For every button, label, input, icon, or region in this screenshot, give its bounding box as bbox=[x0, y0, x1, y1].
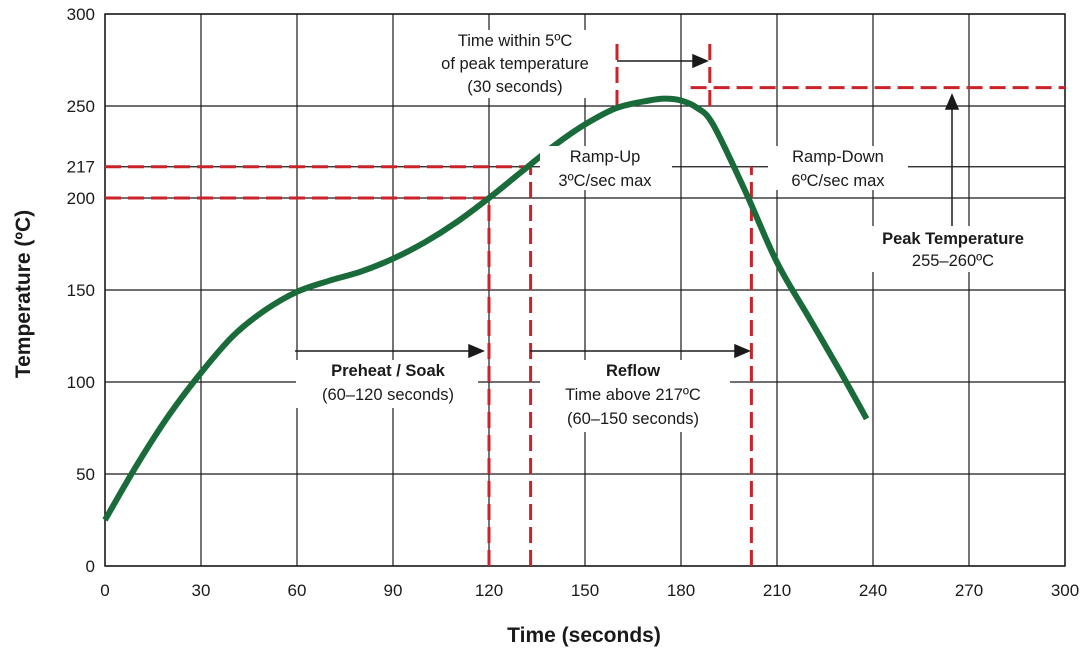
y-axis-title: Temperature (ºC) bbox=[12, 210, 35, 378]
time-within-line-3: (30 seconds) bbox=[467, 78, 562, 96]
plot-frame bbox=[104, 13, 1066, 567]
preheat-arrow bbox=[295, 343, 485, 359]
x-tick-label: 0 bbox=[100, 581, 109, 600]
annotation-backgrounds bbox=[296, 30, 1051, 432]
time-within-line-1: Time within 5ºC bbox=[458, 32, 573, 50]
x-tick-label: 30 bbox=[192, 581, 211, 600]
ramp-down-line-2: 6ºC/sec max bbox=[791, 172, 885, 190]
x-tick-label: 240 bbox=[859, 581, 887, 600]
x-tick-label: 180 bbox=[667, 581, 695, 600]
time-within-line-2: of peak temperature bbox=[441, 55, 589, 73]
peak-arrow bbox=[944, 93, 960, 226]
peak-detail: 255–260ºC bbox=[912, 252, 994, 270]
ramp-up-line-1: Ramp-Up bbox=[570, 148, 641, 166]
reference-lines bbox=[105, 41, 1065, 566]
time-within-arrow bbox=[617, 53, 709, 69]
reflow-arrow bbox=[530, 343, 751, 359]
x-tick-label: 300 bbox=[1051, 581, 1079, 600]
temperature-profile-line bbox=[102, 95, 870, 522]
x-tick-label: 120 bbox=[475, 581, 503, 600]
ramp-down-line-1: Ramp-Down bbox=[792, 148, 884, 166]
y-tick-label: 300 bbox=[67, 5, 95, 24]
ramp-up-line-2: 3ºC/sec max bbox=[558, 172, 652, 190]
x-axis-title: Time (seconds) bbox=[507, 624, 661, 647]
reflow-title: Reflow bbox=[606, 362, 660, 380]
y-tick-label: 0 bbox=[86, 557, 95, 576]
peak-title: Peak Temperature bbox=[882, 230, 1024, 248]
y-tick-label: 50 bbox=[76, 465, 95, 484]
y-tick-label: 250 bbox=[67, 97, 95, 116]
y-tick-label: 100 bbox=[67, 373, 95, 392]
reflow-detail-1: Time above 217ºC bbox=[565, 386, 701, 404]
x-tick-label: 210 bbox=[763, 581, 791, 600]
preheat-detail: (60–120 seconds) bbox=[322, 386, 454, 404]
tick-labels: 0 30 60 90 120 150 180 210 240 270 300 0 50 100 150 200… bbox=[67, 5, 1080, 600]
preheat-title: Preheat / Soak bbox=[331, 362, 446, 380]
y-tick-label: 150 bbox=[67, 281, 95, 300]
y-tick-label: 217 bbox=[67, 158, 95, 177]
x-tick-label: 90 bbox=[384, 581, 403, 600]
series bbox=[102, 95, 870, 522]
y-tick-label: 200 bbox=[67, 189, 95, 208]
x-tick-label: 270 bbox=[955, 581, 983, 600]
reflow-detail-2: (60–150 seconds) bbox=[567, 410, 699, 428]
x-tick-label: 60 bbox=[288, 581, 307, 600]
annotation-arrows bbox=[295, 53, 960, 359]
x-tick-label: 150 bbox=[571, 581, 599, 600]
